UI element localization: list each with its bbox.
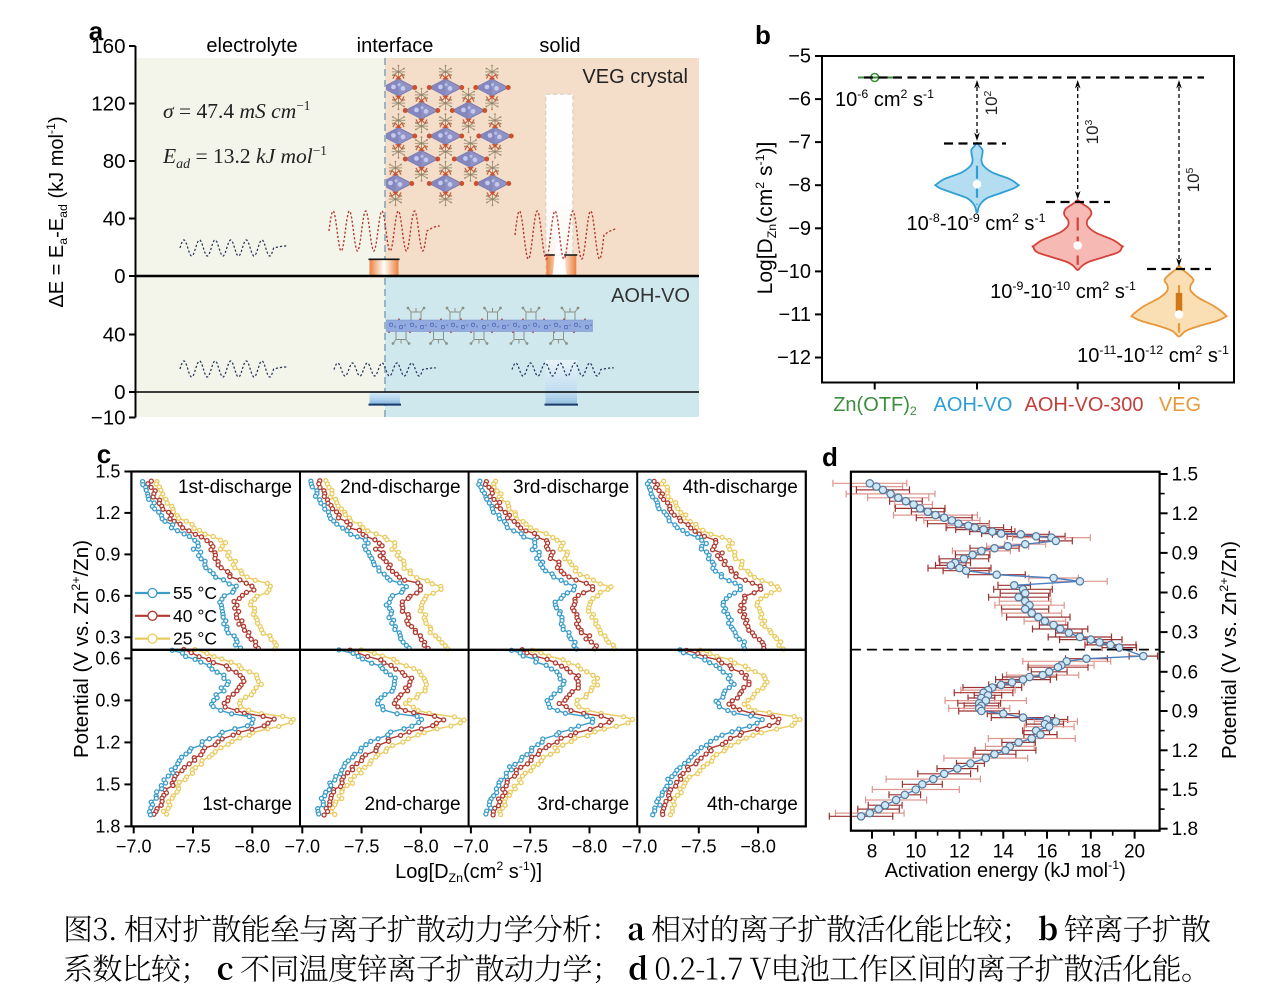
svg-text:−7.5: −7.5: [512, 836, 548, 856]
svg-text:−7: −7: [788, 132, 811, 154]
svg-text:40: 40: [103, 324, 126, 347]
svg-text:VEG: VEG: [1159, 394, 1201, 416]
svg-text:1.2: 1.2: [95, 503, 120, 523]
svg-text:12: 12: [949, 842, 970, 863]
svg-text:0.9: 0.9: [95, 544, 120, 564]
svg-text:40 °C: 40 °C: [173, 606, 217, 626]
svg-text:3rd-charge: 3rd-charge: [537, 794, 629, 815]
svg-text:1.5: 1.5: [1172, 780, 1198, 801]
svg-text:−7.0: −7.0: [116, 836, 152, 856]
svg-text:−10: −10: [777, 261, 811, 283]
svg-text:3rd-discharge: 3rd-discharge: [513, 477, 629, 498]
svg-text:1.2: 1.2: [1172, 741, 1198, 762]
svg-text:a: a: [89, 16, 104, 46]
svg-text:0.6: 0.6: [95, 586, 120, 606]
svg-text:1st-charge: 1st-charge: [202, 794, 292, 815]
svg-text:1.5: 1.5: [95, 462, 120, 482]
svg-text:16: 16: [1036, 842, 1057, 863]
svg-text:0.3: 0.3: [95, 627, 120, 647]
svg-text:1.8: 1.8: [1172, 819, 1198, 840]
svg-text:AOH-VO-300: AOH-VO-300: [1025, 394, 1144, 416]
svg-text:−8.0: −8.0: [235, 836, 271, 856]
svg-text:0.6: 0.6: [1172, 662, 1198, 683]
svg-text:4th-discharge: 4th-discharge: [683, 477, 798, 498]
svg-text:Log[DZn(cm2 s-1)]: Log[DZn(cm2 s-1)]: [395, 859, 542, 885]
svg-text:−11: −11: [779, 304, 811, 326]
svg-text:4th-charge: 4th-charge: [707, 794, 798, 815]
svg-text:−12: −12: [777, 347, 811, 369]
svg-text:1.2: 1.2: [1172, 504, 1198, 525]
svg-text:Potential (V vs. Zn2+/Zn): Potential (V vs. Zn2+/Zn): [1217, 541, 1241, 759]
svg-text:1st-discharge: 1st-discharge: [178, 477, 292, 498]
svg-text:VEG crystal: VEG crystal: [582, 66, 688, 88]
svg-text:−8.0: −8.0: [740, 836, 776, 856]
svg-text:Zn(OTF)2: Zn(OTF)2: [833, 394, 917, 418]
svg-text:b: b: [755, 20, 771, 50]
svg-text:8: 8: [867, 842, 878, 863]
svg-text:55 °C: 55 °C: [173, 583, 217, 603]
svg-text:σ = 47.4 mS cm−1: σ = 47.4 mS cm−1: [163, 98, 310, 123]
svg-text:2nd-charge: 2nd-charge: [364, 794, 460, 815]
svg-text:AOH-VO: AOH-VO: [934, 394, 1013, 416]
svg-text:0.9: 0.9: [95, 690, 120, 710]
svg-text:0.6: 0.6: [95, 648, 120, 668]
svg-text:1.2: 1.2: [95, 732, 120, 752]
svg-text:−6: −6: [788, 89, 811, 111]
svg-text:−8.0: −8.0: [572, 836, 608, 856]
svg-text:−7.0: −7.0: [285, 836, 321, 856]
svg-text:0: 0: [114, 381, 125, 404]
svg-text:0.3: 0.3: [1172, 623, 1198, 644]
svg-text:103: 103: [1083, 119, 1102, 144]
svg-text:0.9: 0.9: [1172, 702, 1198, 723]
svg-text:1.5: 1.5: [1172, 465, 1198, 486]
svg-text:0: 0: [114, 265, 125, 288]
svg-text:105: 105: [1184, 167, 1203, 192]
svg-text:interface: interface: [357, 35, 434, 57]
svg-text:−7.5: −7.5: [175, 836, 211, 856]
svg-text:80: 80: [103, 150, 126, 173]
svg-text:−8.0: −8.0: [403, 836, 439, 856]
svg-text:d: d: [822, 442, 838, 472]
svg-text:Ead = 13.2 kJ mol−1: Ead = 13.2 kJ mol−1: [162, 143, 327, 172]
svg-text:−7.5: −7.5: [344, 836, 380, 856]
svg-text:−7.0: −7.0: [622, 836, 658, 856]
svg-text:2nd-discharge: 2nd-discharge: [340, 477, 460, 498]
svg-text:1.8: 1.8: [95, 816, 120, 836]
svg-text:20: 20: [1124, 842, 1145, 863]
svg-text:40: 40: [103, 208, 126, 231]
svg-text:0.9: 0.9: [1172, 543, 1198, 564]
svg-text:c: c: [97, 439, 111, 469]
svg-text:Log[DZn(cm2 s-1)]: Log[DZn(cm2 s-1)]: [753, 142, 779, 295]
svg-text:−5: −5: [788, 46, 811, 68]
svg-text:−10: −10: [91, 407, 126, 430]
svg-text:18: 18: [1080, 842, 1101, 863]
svg-text:Potential (V vs. Zn2+/Zn): Potential (V vs. Zn2+/Zn): [69, 540, 93, 758]
svg-text:10: 10: [905, 842, 926, 863]
svg-text:−7.0: −7.0: [453, 836, 489, 856]
svg-text:0.6: 0.6: [1172, 583, 1198, 604]
svg-text:solid: solid: [539, 35, 580, 57]
svg-text:14: 14: [993, 842, 1015, 863]
svg-text:25 °C: 25 °C: [173, 629, 217, 649]
svg-text:AOH-VO: AOH-VO: [611, 285, 690, 307]
svg-text:−7.5: −7.5: [681, 836, 717, 856]
svg-text:−8: −8: [788, 175, 811, 197]
svg-text:electrolyte: electrolyte: [206, 35, 297, 57]
svg-text:Activation energy (kJ mol-1): Activation energy (kJ mol-1): [885, 858, 1126, 882]
svg-text:102: 102: [982, 90, 1001, 115]
svg-text:−9: −9: [788, 218, 811, 240]
svg-text:1.5: 1.5: [95, 774, 120, 794]
svg-text:120: 120: [91, 93, 125, 116]
svg-text:160: 160: [91, 35, 125, 58]
svg-text:10-6 cm2 s-1: 10-6 cm2 s-1: [835, 87, 934, 111]
